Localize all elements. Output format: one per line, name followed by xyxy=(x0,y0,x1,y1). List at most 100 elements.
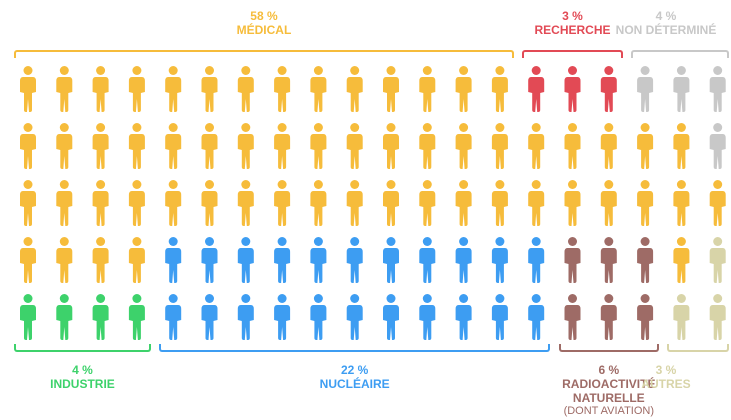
person-icon-industrie xyxy=(92,294,109,340)
medical-label: 58 % MÉDICAL xyxy=(14,9,514,38)
nucleaire-label: 22 % NUCLÉAIRE xyxy=(159,363,550,392)
non_det-label: 4 % NON DÉTERMINÉ xyxy=(601,9,731,38)
person-icon-nucleaire xyxy=(201,294,218,340)
radio-name: RADIOACTIVITÉ NATURELLE xyxy=(562,376,656,405)
radio-label: 6 % RADIOACTIVITÉ NATURELLE (DONT AVIATION… xyxy=(544,363,674,418)
radio-percent: 6 % xyxy=(598,363,620,377)
person-icon-medical xyxy=(274,66,291,112)
autres-bracket xyxy=(667,344,729,352)
person-icon-radio xyxy=(564,294,581,340)
person-icon-medical xyxy=(165,66,182,112)
person-icon-medical xyxy=(56,237,73,283)
person-icon-medical xyxy=(455,66,472,112)
person-icon-nucleaire xyxy=(165,237,182,283)
person-icon-medical xyxy=(128,180,145,226)
person-icon-medical xyxy=(20,180,36,226)
person-icon-medical xyxy=(20,66,36,112)
person-icon-medical xyxy=(237,180,254,226)
person-icon-autres xyxy=(709,294,726,340)
person-icon-medical xyxy=(201,180,218,226)
person-icon-medical xyxy=(491,180,508,226)
person-icon-medical xyxy=(564,123,581,169)
person-icon-medical xyxy=(56,123,73,169)
industrie-percent: 4 % xyxy=(72,363,93,377)
person-icon-medical xyxy=(600,180,617,226)
person-icon-medical xyxy=(383,180,399,226)
person-icon-medical xyxy=(491,123,508,169)
person-icon-medical xyxy=(92,66,109,112)
person-icon-autres xyxy=(709,237,726,283)
person-icon-medical xyxy=(528,180,545,226)
person-icon-medical xyxy=(564,180,581,226)
person-icon-medical xyxy=(310,180,327,226)
person-icon-medical xyxy=(673,237,690,283)
non_det-percent: 4 % xyxy=(655,9,677,23)
person-icon-nucleaire xyxy=(528,237,545,283)
person-icon-nucleaire xyxy=(237,294,254,340)
nucleaire-bracket xyxy=(159,344,551,352)
person-icon-medical xyxy=(274,123,291,169)
person-icon-medical xyxy=(201,66,218,112)
person-icon-medical xyxy=(237,123,254,169)
person-icon-medical xyxy=(56,66,73,112)
person-icon-medical xyxy=(600,123,617,169)
person-icon-medical xyxy=(201,123,218,169)
person-icon-nucleaire xyxy=(491,237,508,283)
person-icon-nucleaire xyxy=(201,237,218,283)
person-icon-medical xyxy=(128,237,145,283)
autres-label: 3 % AUTRES xyxy=(601,363,731,392)
industrie-bracket xyxy=(14,344,151,352)
recherche-percent: 3 % xyxy=(562,9,583,23)
person-icon-industrie xyxy=(20,294,36,340)
person-icon-nucleaire xyxy=(237,237,254,283)
industrie-label: 4 % INDUSTRIE xyxy=(14,363,151,392)
person-icon-medical xyxy=(637,123,654,169)
person-icon-medical xyxy=(709,180,726,226)
nucleaire-percent: 22 % xyxy=(341,363,369,377)
person-icon-nucleaire xyxy=(274,237,291,283)
person-icon-recherche xyxy=(600,66,617,112)
person-icon-medical xyxy=(56,180,73,226)
autres-name: AUTRES xyxy=(641,376,691,391)
autres-percent: 3 % xyxy=(655,363,677,377)
person-icon-nucleaire xyxy=(419,237,436,283)
person-icon-medical xyxy=(346,180,363,226)
person-icon-medical xyxy=(310,66,327,112)
person-icon-medical xyxy=(673,123,690,169)
non_det-name: NON DÉTERMINÉ xyxy=(615,22,717,37)
radio-sublabel: (DONT AVIATION) xyxy=(563,405,655,418)
person-icon-medical xyxy=(92,237,109,283)
medical-percent: 58 % xyxy=(250,9,278,23)
person-icon-medical xyxy=(491,66,508,112)
person-icon-nucleaire xyxy=(491,294,508,340)
person-icon-medical xyxy=(165,123,182,169)
person-icon-nucleaire xyxy=(165,294,182,340)
person-icon-non_det xyxy=(709,66,726,112)
person-icon-industrie xyxy=(56,294,73,340)
person-icon-non_det xyxy=(673,66,690,112)
recherche-label: 3 % RECHERCHE xyxy=(508,9,638,38)
person-icon-radio xyxy=(600,237,617,283)
person-icon-medical xyxy=(419,123,436,169)
person-icon-medical xyxy=(165,180,182,226)
person-icon-radio xyxy=(637,237,654,283)
person-icon-medical xyxy=(310,123,327,169)
person-icon-nucleaire xyxy=(383,294,399,340)
medical-bracket xyxy=(14,50,514,58)
person-icon-nucleaire xyxy=(274,294,291,340)
medical-name: MÉDICAL xyxy=(236,22,292,37)
person-icon-medical xyxy=(92,180,109,226)
industrie-name: INDUSTRIE xyxy=(50,376,115,391)
radio-bracket xyxy=(558,344,660,352)
person-icon-medical xyxy=(419,66,436,112)
person-icon-nucleaire xyxy=(310,294,327,340)
person-icon-medical xyxy=(673,180,690,226)
person-icon-industrie xyxy=(128,294,145,340)
person-icon-medical xyxy=(20,123,36,169)
person-icon-recherche xyxy=(528,66,545,112)
person-icon-autres xyxy=(673,294,690,340)
recherche-bracket xyxy=(522,50,623,58)
person-icon-nucleaire xyxy=(346,237,363,283)
